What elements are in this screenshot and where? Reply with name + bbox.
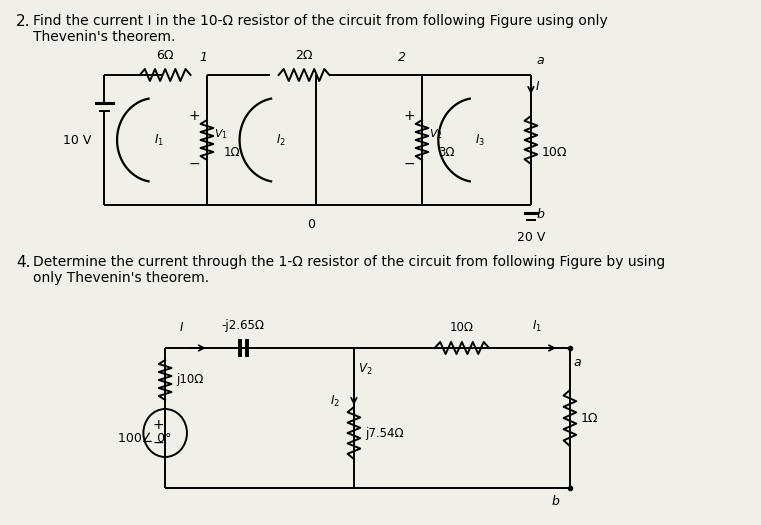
Text: −: − bbox=[189, 157, 200, 171]
Text: −: − bbox=[152, 436, 164, 450]
Text: only Thevenin's theorem.: only Thevenin's theorem. bbox=[33, 271, 209, 285]
Text: 1: 1 bbox=[199, 51, 207, 64]
Text: b: b bbox=[537, 208, 544, 221]
Text: a: a bbox=[574, 356, 581, 369]
Text: −: − bbox=[403, 157, 415, 171]
Text: $I$: $I$ bbox=[179, 321, 184, 334]
Text: 10Ω: 10Ω bbox=[450, 321, 474, 334]
Text: -j2.65Ω: -j2.65Ω bbox=[221, 319, 265, 332]
Text: 3Ω: 3Ω bbox=[438, 146, 455, 159]
Text: 1Ω: 1Ω bbox=[223, 146, 240, 159]
Text: $V_2$: $V_2$ bbox=[429, 127, 443, 141]
Text: 100∠ 0°: 100∠ 0° bbox=[118, 432, 171, 445]
Text: +: + bbox=[189, 109, 200, 123]
Text: Determine the current through the 1-Ω resistor of the circuit from following Fig: Determine the current through the 1-Ω re… bbox=[33, 255, 665, 269]
Text: $I$: $I$ bbox=[536, 80, 540, 93]
Text: 1Ω: 1Ω bbox=[581, 412, 598, 425]
Text: b: b bbox=[552, 495, 559, 508]
Text: 2.: 2. bbox=[16, 14, 31, 29]
Text: +: + bbox=[152, 418, 164, 432]
Text: $I_1$: $I_1$ bbox=[154, 132, 164, 148]
Text: 2: 2 bbox=[398, 51, 406, 64]
Text: j7.54Ω: j7.54Ω bbox=[365, 426, 403, 439]
Text: $I_3$: $I_3$ bbox=[475, 132, 485, 148]
Text: $V_2$: $V_2$ bbox=[358, 362, 373, 377]
Text: 2Ω: 2Ω bbox=[295, 49, 313, 62]
Text: j10Ω: j10Ω bbox=[176, 373, 203, 386]
Text: $I_1$: $I_1$ bbox=[532, 319, 543, 334]
Text: +: + bbox=[403, 109, 415, 123]
Text: 6Ω: 6Ω bbox=[157, 49, 174, 62]
Text: 10 V: 10 V bbox=[63, 133, 91, 146]
Text: Find the current I in the 10-Ω resistor of the circuit from following Figure usi: Find the current I in the 10-Ω resistor … bbox=[33, 14, 607, 28]
Text: 10Ω: 10Ω bbox=[542, 146, 567, 159]
Text: 0: 0 bbox=[307, 218, 315, 231]
Text: $I_2$: $I_2$ bbox=[276, 132, 286, 148]
Text: a: a bbox=[537, 54, 544, 67]
Text: 20 V: 20 V bbox=[517, 231, 545, 244]
Text: Thevenin's theorem.: Thevenin's theorem. bbox=[33, 30, 175, 44]
Text: $I_2$: $I_2$ bbox=[330, 393, 339, 408]
Text: $V_1$: $V_1$ bbox=[214, 127, 228, 141]
Text: 4.: 4. bbox=[16, 255, 31, 270]
